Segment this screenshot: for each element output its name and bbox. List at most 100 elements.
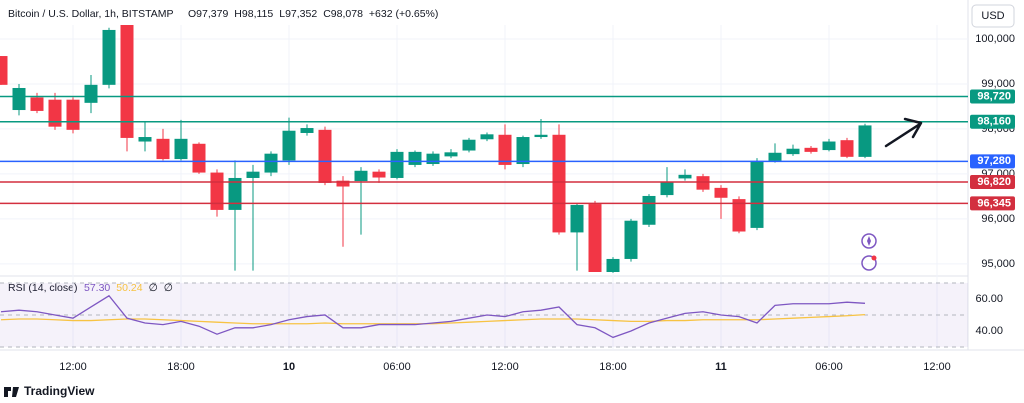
- ohlc-value: 97,352: [285, 8, 317, 20]
- candle-body: [84, 84, 98, 103]
- candle-body: [678, 174, 692, 179]
- candle-body: [768, 152, 782, 161]
- price-level-tag: [970, 114, 1015, 129]
- candle-body: [156, 138, 170, 160]
- x-tick-label: 18:00: [167, 361, 195, 373]
- rsi-line: [0, 313, 866, 325]
- candle-body: [840, 140, 854, 157]
- candle-body: [390, 151, 404, 178]
- candle-body: [102, 29, 116, 85]
- price-level-tag: [970, 89, 1015, 104]
- price-level-tag: [970, 175, 1015, 190]
- ohlc-value: 97,379: [196, 8, 228, 20]
- candle-body: [282, 130, 296, 161]
- candle-body: [588, 204, 602, 272]
- candle-body: [714, 187, 728, 198]
- candle-body: [624, 220, 638, 259]
- candle-body: [228, 177, 242, 210]
- y-tick-label: 60.00: [975, 293, 1003, 305]
- y-tick-label: 100,000: [975, 33, 1015, 45]
- candle-body: [174, 138, 188, 160]
- candle-body: [696, 176, 710, 190]
- candle-body: [804, 147, 818, 152]
- arrow-drawing: [884, 117, 923, 148]
- rsi-title: RSI (14, close): [8, 282, 77, 294]
- x-tick-label: 10: [283, 361, 295, 373]
- brand-logo: [4, 387, 19, 397]
- candle-body: [246, 171, 260, 178]
- plot-area: [0, 25, 968, 350]
- price-level-label: 98,160: [977, 116, 1011, 128]
- candle-body: [498, 134, 512, 165]
- candle-body: [30, 97, 44, 111]
- x-tick-label: 11: [715, 361, 727, 373]
- candle-body: [318, 129, 332, 183]
- price-level-label: 97,280: [977, 155, 1011, 167]
- candle-body: [138, 137, 152, 142]
- x-tick-label: 06:00: [383, 361, 411, 373]
- y-tick-label: 99,000: [981, 78, 1015, 90]
- candle-body: [462, 139, 476, 151]
- y-tick-label: 96,000: [981, 213, 1015, 225]
- candle-body: [192, 143, 206, 173]
- candle-body: [12, 87, 26, 111]
- candle-body: [336, 180, 350, 187]
- candle-body: [660, 182, 674, 196]
- candle-body: [300, 128, 314, 133]
- ohlc-value: 98,078: [331, 8, 363, 20]
- price-level-label: 96,345: [977, 197, 1011, 209]
- candle-body: [210, 172, 224, 210]
- rsi-header-value: 57.30: [84, 282, 110, 294]
- candle-body: [750, 160, 764, 228]
- y-tick-label: 95,000: [981, 258, 1015, 270]
- ohlc-key: L: [279, 8, 285, 20]
- candle-body: [66, 99, 80, 130]
- icon-glyph: [867, 236, 871, 246]
- rsi-line: [0, 294, 866, 339]
- icon[interactable]: [861, 255, 877, 271]
- candle-body: [642, 195, 656, 225]
- currency-label[interactable]: USD: [981, 10, 1004, 22]
- ohlc-key: H: [234, 8, 242, 20]
- candle-body: [606, 258, 620, 272]
- x-tick-label: 12:00: [491, 361, 519, 373]
- candle-body: [480, 134, 494, 140]
- price-level-tag: [970, 154, 1015, 169]
- icon-dot: [871, 255, 877, 261]
- rsi-header-value: 50.24: [116, 282, 142, 294]
- candle-body: [372, 171, 386, 178]
- rsi-header-value: ∅: [149, 282, 158, 294]
- candle-body: [48, 99, 62, 127]
- ohlc-value: 98,115: [242, 8, 273, 20]
- ohlc-change: +632 (+0.65%): [369, 8, 438, 20]
- x-tick-label: 12:00: [923, 361, 951, 373]
- price-level-label: 98,720: [977, 90, 1011, 102]
- brand-name: TradingView: [24, 384, 95, 398]
- candle-body: [534, 134, 548, 138]
- x-tick-label: 18:00: [599, 361, 627, 373]
- icon[interactable]: [861, 233, 877, 249]
- candle-body: [570, 204, 584, 233]
- candle-body: [0, 56, 8, 85]
- ohlc-key: O: [188, 8, 196, 20]
- candle-body: [552, 134, 566, 233]
- candle-body: [444, 152, 458, 157]
- candle-body: [426, 153, 440, 165]
- candle-body: [264, 153, 278, 173]
- candle-body: [786, 148, 800, 155]
- candle-body: [858, 125, 872, 157]
- y-tick-label: 40.00: [975, 325, 1003, 337]
- candle-body: [516, 137, 530, 165]
- rsi-header-value: ∅: [164, 282, 173, 294]
- candle-body: [822, 141, 836, 151]
- price-level-tag: [970, 196, 1015, 211]
- x-tick-label: 06:00: [815, 361, 843, 373]
- candle-body: [354, 170, 368, 182]
- currency-button[interactable]: [971, 4, 1015, 28]
- candle-body: [120, 25, 134, 138]
- price-level-label: 96,820: [977, 176, 1011, 188]
- candle-body: [408, 151, 422, 165]
- candle-body: [732, 199, 746, 232]
